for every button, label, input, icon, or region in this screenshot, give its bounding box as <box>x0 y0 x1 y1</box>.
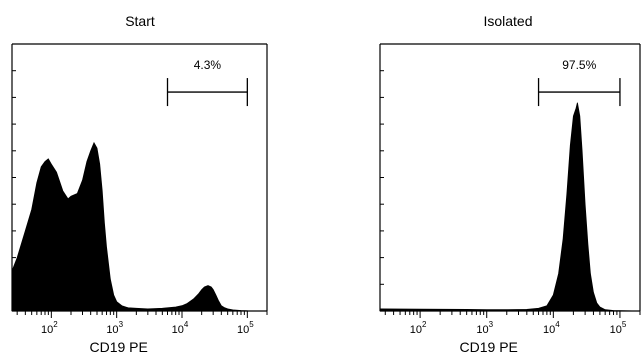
x-axis-label: CD19 PE <box>89 339 147 355</box>
x-axis-label: CD19 PE <box>460 339 518 355</box>
x-tick-label-exponent: 3 <box>119 320 124 329</box>
x-tick-label: 102 <box>41 320 58 336</box>
x-tick-label-base: 10 <box>106 324 118 336</box>
x-tick-label-exponent: 3 <box>489 320 494 329</box>
x-tick-label-exponent: 5 <box>249 320 254 329</box>
x-tick-label-exponent: 4 <box>555 320 560 329</box>
x-tick-label-base: 10 <box>410 324 422 336</box>
x-tick-label-exponent: 2 <box>53 320 58 329</box>
x-tick-label: 104 <box>543 320 560 336</box>
x-tick-label: 103 <box>476 320 493 336</box>
x-tick-label-base: 10 <box>172 324 184 336</box>
x-tick-label: 105 <box>610 320 627 336</box>
x-tick-label: 105 <box>237 320 254 336</box>
x-tick-label: 103 <box>106 320 123 336</box>
x-tick-label-base: 10 <box>476 324 488 336</box>
x-tick-label: 102 <box>410 320 427 336</box>
chart-title: Start <box>125 13 155 29</box>
x-tick-label-exponent: 5 <box>622 320 627 329</box>
x-tick-label-exponent: 4 <box>184 320 189 329</box>
x-tick-label-base: 10 <box>41 324 53 336</box>
x-tick-label-base: 10 <box>610 324 622 336</box>
histogram-series <box>11 141 248 312</box>
x-tick-label-base: 10 <box>237 324 249 336</box>
x-tick-label: 104 <box>172 320 189 336</box>
gate-percentage-label: 4.3% <box>194 58 222 72</box>
histogram-series <box>379 102 633 312</box>
chart-title: Isolated <box>483 13 532 29</box>
x-tick-label-base: 10 <box>543 324 555 336</box>
gate-percentage-label: 97.5% <box>562 58 596 72</box>
x-tick-label-exponent: 2 <box>422 320 427 329</box>
